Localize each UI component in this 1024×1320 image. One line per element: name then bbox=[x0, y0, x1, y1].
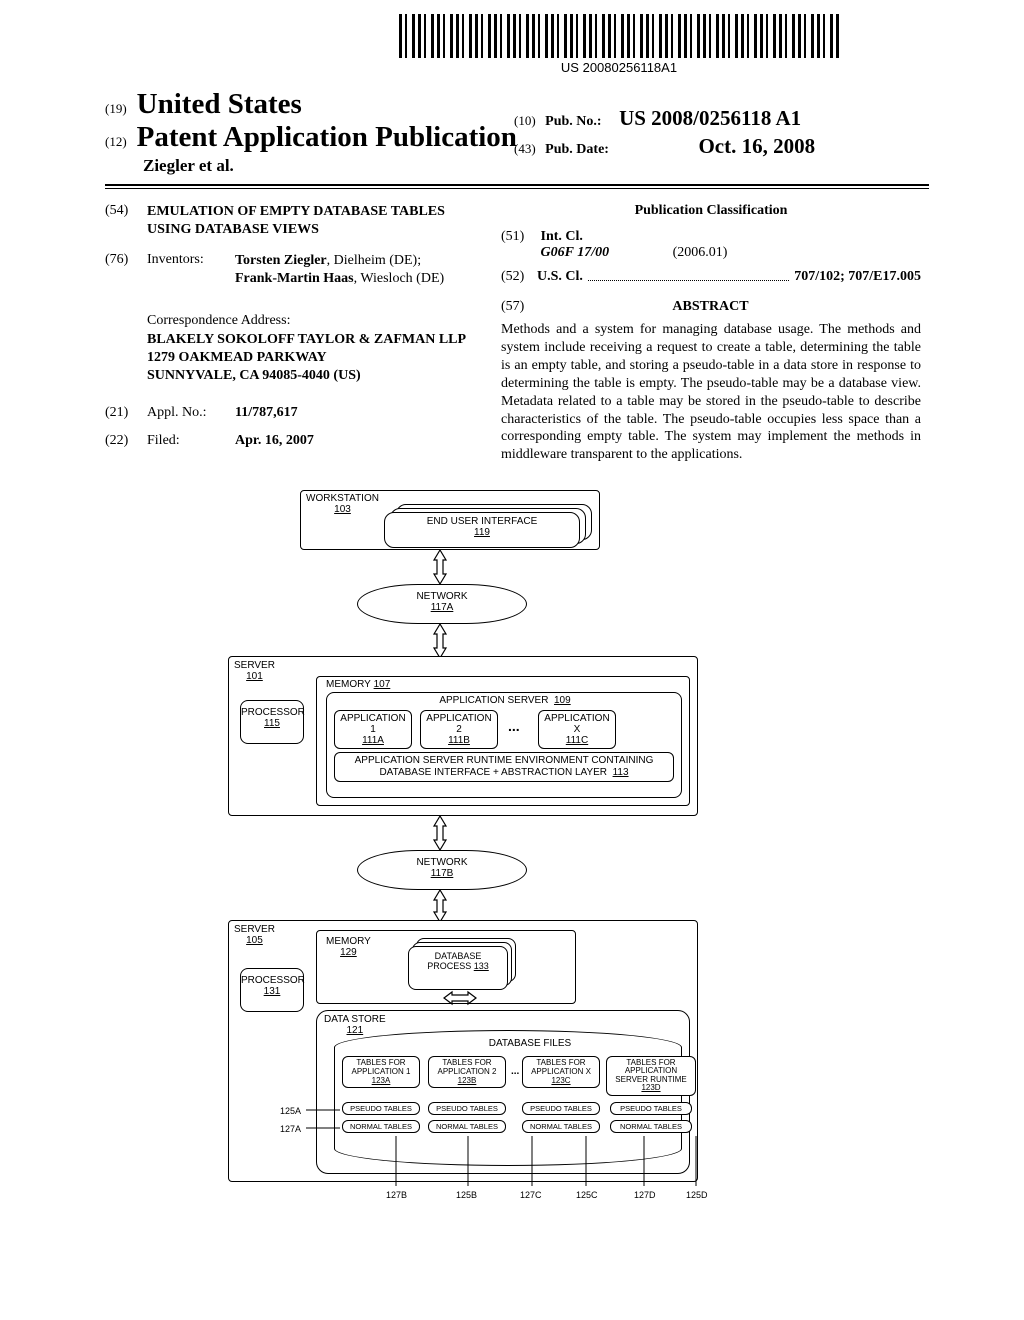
corr-addr2: SUNNYVALE, CA 94085-4040 (US) bbox=[147, 367, 473, 385]
app1-box: APPLICATION 1111A bbox=[334, 710, 412, 749]
ref-125a: 125A bbox=[280, 1106, 301, 1116]
uscl-value: 707/102; 707/E17.005 bbox=[794, 269, 921, 285]
pubdate-value: Oct. 16, 2008 bbox=[698, 134, 815, 158]
code-76: (76) bbox=[105, 252, 147, 288]
processor-131-box: PROCESSOR131 bbox=[240, 968, 304, 1012]
ref-127a: 127A bbox=[280, 1124, 301, 1134]
ellipsis: ... bbox=[508, 718, 520, 734]
correspondence-block: Correspondence Address: BLAKELY SOKOLOFF… bbox=[147, 312, 473, 385]
inventors-label: Inventors: bbox=[147, 252, 235, 288]
code-51: (51) bbox=[501, 229, 537, 245]
workstation-label: WORKSTATION103 bbox=[306, 493, 379, 515]
arrow-networka-server bbox=[430, 622, 450, 660]
filed-label: Filed: bbox=[147, 433, 235, 449]
biblio-columns: (54) EMULATION OF EMPTY DATABASE TABLES … bbox=[105, 203, 929, 464]
eui-box: END USER INTERFACE119 bbox=[384, 512, 580, 548]
abstract-label: ABSTRACT bbox=[541, 299, 881, 315]
arrow-workstation-network bbox=[430, 548, 450, 586]
pseudo-d: PSEUDO TABLES bbox=[610, 1102, 692, 1115]
uscl-dots bbox=[588, 269, 789, 281]
code-19: (19) bbox=[105, 101, 127, 116]
tables-app1: TABLES FOR APPLICATION 1123A bbox=[342, 1056, 420, 1088]
network-b-cloud: NETWORK117B bbox=[357, 850, 527, 890]
inventor2-loc: , Wiesloch (DE) bbox=[354, 271, 445, 286]
code-10: (10) bbox=[514, 113, 536, 128]
applno-value: 11/787,617 bbox=[235, 405, 473, 421]
barcode-block: US 20080256118A1 bbox=[399, 14, 839, 75]
appx-box: APPLICATION X111C bbox=[538, 710, 616, 749]
server-101-label: SERVER101 bbox=[234, 660, 275, 682]
arrow-server-networkb bbox=[430, 814, 450, 852]
code-52: (52) bbox=[501, 269, 537, 285]
barcode-text: US 20080256118A1 bbox=[399, 60, 839, 75]
inventor1-name: Torsten Ziegler bbox=[235, 253, 327, 268]
classification-title: Publication Classification bbox=[501, 203, 921, 219]
inventor1-loc: , Dielheim (DE); bbox=[327, 253, 421, 268]
network-a-cloud: NETWORK117A bbox=[357, 584, 527, 624]
pseudo-c: PSEUDO TABLES bbox=[522, 1102, 600, 1115]
server-105-label: SERVER105 bbox=[234, 924, 275, 946]
app2-box: APPLICATION 2111B bbox=[420, 710, 498, 749]
pubno-value: US 2008/0256118 A1 bbox=[619, 106, 801, 130]
memory-129-label: MEMORY129 bbox=[326, 936, 371, 958]
datastore-label: DATA STORE121 bbox=[324, 1014, 386, 1036]
runtime-box: APPLICATION SERVER RUNTIME ENVIRONMENT C… bbox=[334, 752, 674, 782]
inventor2-name: Frank-Martin Haas bbox=[235, 271, 354, 286]
appserver-label: APPLICATION SERVER 109 bbox=[410, 695, 600, 706]
invention-title: EMULATION OF EMPTY DATABASE TABLES USING… bbox=[147, 203, 473, 238]
code-22: (22) bbox=[105, 433, 147, 449]
corr-label: Correspondence Address: bbox=[147, 312, 473, 330]
inventors-body: Torsten Ziegler, Dielheim (DE); Frank-Ma… bbox=[235, 252, 473, 288]
lead-lines bbox=[340, 1136, 720, 1192]
pseudo-b: PSEUDO TABLES bbox=[428, 1102, 506, 1115]
code-43: (43) bbox=[514, 141, 536, 156]
normal-d: NORMAL TABLES bbox=[610, 1120, 692, 1133]
code-57: (57) bbox=[501, 299, 537, 315]
pub-info-block: (10) Pub. No.: US 2008/0256118 A1 (43) P… bbox=[514, 106, 815, 162]
corr-name: BLAKELY SOKOLOFF TAYLOR & ZAFMAN LLP bbox=[147, 331, 473, 349]
applno-label: Appl. No.: bbox=[147, 405, 235, 421]
normal-b: NORMAL TABLES bbox=[428, 1120, 506, 1133]
tables-app2: TABLES FOR APPLICATION 2123B bbox=[428, 1056, 506, 1088]
normal-a: NORMAL TABLES bbox=[342, 1120, 420, 1133]
filed-value: Apr. 16, 2007 bbox=[235, 433, 473, 449]
header-rule-thin bbox=[105, 188, 929, 189]
tables-appx: TABLES FOR APPLICATION X123C bbox=[522, 1056, 600, 1088]
country: United States bbox=[137, 88, 302, 120]
lead-lines-left bbox=[306, 1104, 346, 1138]
dbfiles-label: DATABASE FILES bbox=[470, 1038, 590, 1049]
barcode-graphic bbox=[399, 14, 839, 58]
left-column: (54) EMULATION OF EMPTY DATABASE TABLES … bbox=[105, 203, 473, 464]
tables-runtime: TABLES FOR APPLICATION SERVER RUNTIME 12… bbox=[606, 1056, 696, 1096]
pubdate-label: Pub. Date: bbox=[545, 142, 609, 157]
intcl-code: G06F 17/00 bbox=[541, 245, 610, 260]
arrow-dbproc-datastore bbox=[442, 988, 478, 1008]
normal-c: NORMAL TABLES bbox=[522, 1120, 600, 1133]
pseudo-a: PSEUDO TABLES bbox=[342, 1102, 420, 1115]
memory-107-label: MEMORY 107 bbox=[326, 679, 390, 690]
abstract-text: Methods and a system for managing databa… bbox=[501, 321, 921, 464]
dbproc-box: DATABASE PROCESS 133 bbox=[408, 946, 508, 990]
corr-addr1: 1279 OAKMEAD PARKWAY bbox=[147, 349, 473, 367]
uscl-label: U.S. Cl. bbox=[537, 269, 583, 285]
intcl-label: Int. Cl. bbox=[541, 229, 583, 244]
right-column: Publication Classification (51) Int. Cl.… bbox=[501, 203, 921, 464]
arrow-networkb-server2 bbox=[430, 888, 450, 924]
header-rule-thick bbox=[105, 184, 929, 186]
code-12: (12) bbox=[105, 134, 127, 149]
intcl-year: (2006.01) bbox=[673, 245, 728, 260]
pubno-label: Pub. No.: bbox=[545, 114, 601, 129]
ellipsis-2: ... bbox=[511, 1066, 519, 1077]
code-21: (21) bbox=[105, 405, 147, 421]
publication-title: Patent Application Publication bbox=[137, 121, 517, 153]
code-54: (54) bbox=[105, 203, 147, 238]
processor-115-box: PROCESSOR115 bbox=[240, 700, 304, 744]
